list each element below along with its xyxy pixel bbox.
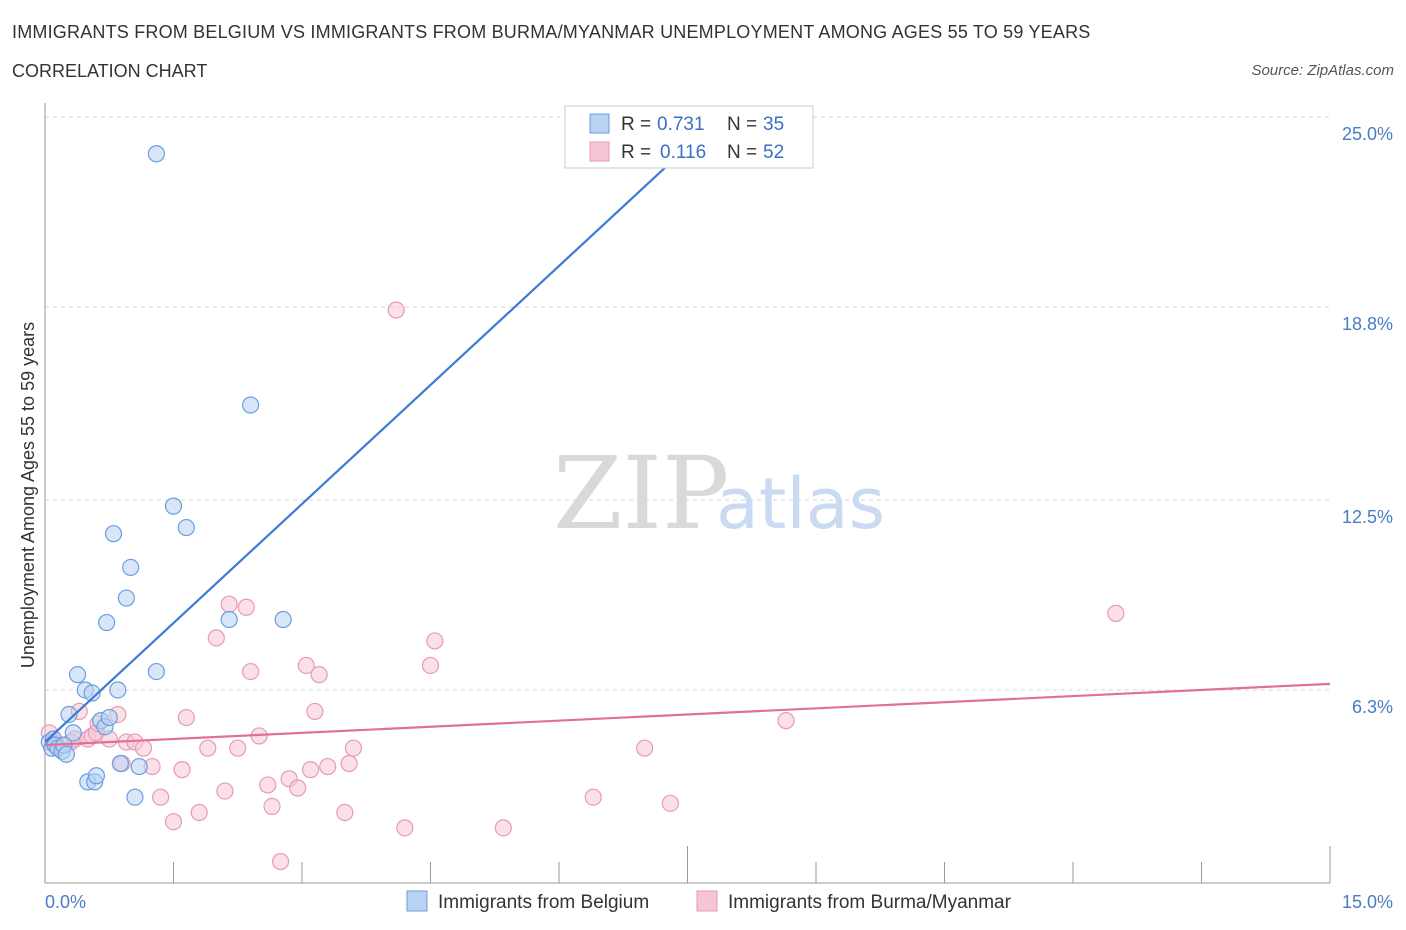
belgium-point xyxy=(109,681,127,699)
burma-point xyxy=(661,794,679,812)
legend-r-label-burma: R = xyxy=(621,142,651,163)
y-axis-label: Unemployment Among Ages 55 to 59 years xyxy=(18,322,38,668)
belgium-point xyxy=(68,666,87,684)
x-tick-label-max: 15.0% xyxy=(1342,892,1393,912)
belgium-point xyxy=(98,613,116,632)
burma-points xyxy=(40,301,1125,871)
belgium-point xyxy=(87,767,106,785)
correlation-legend: R = 0.731 N = 35 R = 0.116 N = 52 xyxy=(564,105,814,169)
burma-point xyxy=(340,754,358,773)
belgium-point xyxy=(274,610,292,629)
belgium-points xyxy=(40,111,722,806)
legend-swatch-burma xyxy=(589,141,610,162)
burma-point xyxy=(134,739,153,757)
burma-point xyxy=(152,788,170,806)
bottom-legend-swatch-burma xyxy=(696,890,718,912)
belgium-point xyxy=(104,525,123,543)
belgium-point xyxy=(100,708,118,727)
legend-n-value-burma: 52 xyxy=(763,142,784,163)
belgium-point xyxy=(147,662,165,681)
burma-point xyxy=(199,739,217,757)
belgium-point xyxy=(111,754,129,773)
series-legend: Immigrants from Belgium Immigrants from … xyxy=(406,890,1012,913)
belgium-point xyxy=(147,145,165,163)
chart-title: IMMIGRANTS FROM BELGIUM VS IMMIGRANTS FR… xyxy=(12,22,1091,42)
belgium-point xyxy=(242,396,260,414)
burma-point xyxy=(177,708,195,727)
burma-point xyxy=(584,788,602,806)
chart-subtitle: CORRELATION CHART xyxy=(12,61,208,81)
belgium-point xyxy=(177,518,195,537)
y-tick-labels: 25.0% 18.8% 12.5% 6.3% xyxy=(1342,124,1393,717)
bottom-legend-label-belgium: Immigrants from Belgium xyxy=(438,892,649,913)
watermark: ZIP atlas xyxy=(553,435,885,552)
belgium-point xyxy=(60,705,78,724)
x-tick-label-min: 0.0% xyxy=(45,892,86,912)
x-ticks xyxy=(44,846,1331,883)
burma-point xyxy=(263,797,281,816)
belgium-point xyxy=(130,757,148,776)
legend-n-value-belgium: 35 xyxy=(763,114,784,135)
burma-point xyxy=(216,782,234,800)
legend-n-label-burma: N = xyxy=(727,142,757,163)
burma-point xyxy=(259,776,277,794)
belgium-point xyxy=(220,610,238,629)
burma-point xyxy=(242,662,260,681)
burma-point xyxy=(777,712,795,730)
burma-point xyxy=(636,739,654,757)
y-tick-label: 25.0% xyxy=(1342,124,1393,144)
watermark-atlas: atlas xyxy=(716,463,885,545)
burma-point xyxy=(310,666,328,684)
belgium-point xyxy=(83,684,101,702)
burma-point xyxy=(344,739,362,757)
burma-point xyxy=(387,301,405,319)
burma-point xyxy=(421,656,440,675)
burma-point xyxy=(220,595,238,613)
watermark-zip: ZIP xyxy=(553,435,729,552)
belgium-point xyxy=(64,724,82,742)
burma-point xyxy=(207,629,225,647)
belgium-point xyxy=(164,497,183,515)
burma-point xyxy=(426,632,444,650)
burma-point xyxy=(237,598,255,616)
burma-trend-line xyxy=(44,682,1331,747)
burma-point xyxy=(1107,604,1125,622)
burma-point xyxy=(289,779,307,797)
burma-point xyxy=(301,761,320,779)
belgium-trend-line xyxy=(44,122,714,743)
belgium-point xyxy=(122,558,140,577)
legend-n-label-belgium: N = xyxy=(727,114,757,135)
y-tick-label: 18.8% xyxy=(1342,314,1393,334)
legend-swatch-belgium xyxy=(589,113,610,134)
source-label: Source: ZipAtlas.com xyxy=(1251,62,1394,79)
burma-point xyxy=(306,702,324,721)
legend-r-label-belgium: R = xyxy=(621,114,651,135)
belgium-point xyxy=(126,788,144,806)
burma-point xyxy=(190,803,208,822)
trend-lines xyxy=(44,122,1331,747)
y-tick-label: 12.5% xyxy=(1342,507,1393,527)
legend-r-value-belgium: 0.731 xyxy=(657,114,705,135)
burma-point xyxy=(164,813,183,831)
burma-point xyxy=(271,852,290,871)
burma-point xyxy=(336,803,354,822)
burma-point xyxy=(173,761,191,779)
burma-point xyxy=(494,819,512,837)
burma-point xyxy=(229,739,247,757)
burma-point xyxy=(297,656,315,675)
belgium-point xyxy=(117,589,135,607)
belgium-point xyxy=(57,745,76,763)
y-tick-label: 6.3% xyxy=(1352,697,1393,717)
bottom-legend-swatch-belgium xyxy=(406,890,428,912)
burma-point xyxy=(396,819,414,837)
burma-point xyxy=(319,757,337,776)
bottom-legend-label-burma: Immigrants from Burma/Myanmar xyxy=(728,892,1012,913)
legend-r-value-burma: 0.116 xyxy=(660,142,706,163)
